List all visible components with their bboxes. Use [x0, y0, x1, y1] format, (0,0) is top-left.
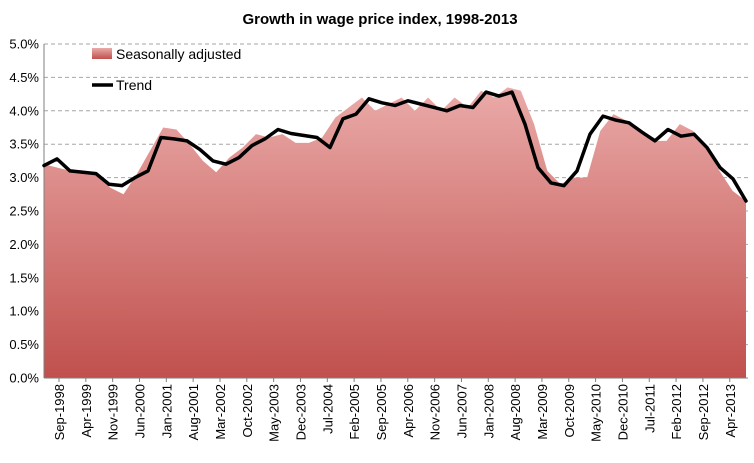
y-tick-label: 2.5%	[9, 204, 39, 219]
area-series-seasonally-adjusted	[44, 87, 746, 379]
x-tick-label: May-2003	[267, 384, 282, 442]
trend-line	[42, 90, 748, 203]
x-tick-label: Aug-2001	[186, 384, 201, 440]
axes	[43, 44, 748, 382]
y-tick-label: 3.0%	[9, 170, 39, 185]
legend-label-trend: Trend	[116, 77, 152, 93]
x-tick-label: Mar-2002	[213, 384, 228, 440]
y-tick-label: 5.0%	[9, 37, 39, 52]
x-tick-label: Jun-2000	[132, 384, 147, 438]
x-tick-label: Oct-2009	[562, 384, 577, 437]
y-tick-label: 0.5%	[9, 337, 39, 352]
y-tick-labels: 0.0% 0.5% 1.0% 1.5% 2.0% 2.5% 3.0% 3.5% 4.0% 4.5%…	[9, 37, 39, 386]
y-tick-label: 1.5%	[9, 270, 39, 285]
x-tick-label: Jan-2008	[481, 384, 496, 438]
x-tick-label: Jan-2001	[159, 384, 174, 438]
x-tick-label: Oct-2002	[240, 384, 255, 437]
line-series-trend	[42, 90, 748, 203]
x-tick-label: Aug-2008	[508, 384, 523, 440]
x-tick-labels: Sep-1998 Apr-1999 Nov-1999 Jun-2000 Jan-2001…	[52, 384, 738, 442]
x-tick-label: Jun-2007	[454, 384, 469, 438]
x-tick-label: Apr-2013	[723, 384, 738, 437]
x-tick-label: Apr-1999	[79, 384, 94, 437]
seasonally-adjusted-area	[44, 87, 746, 379]
legend-swatch-seasonally-adjusted	[92, 48, 112, 59]
x-tick-label: Nov-1999	[106, 384, 121, 440]
y-tick-label: 3.5%	[9, 137, 39, 152]
x-tick-label: Sep-2005	[374, 384, 389, 440]
legend-label-seasonally-adjusted: Seasonally adjusted	[116, 46, 241, 62]
x-tick-label: Mar-2009	[535, 384, 550, 440]
y-tick-label: 0.0%	[9, 371, 39, 386]
x-tick-label: Feb-2012	[669, 384, 684, 440]
x-tick-label: Nov-2006	[428, 384, 443, 440]
x-tick-label: May-2010	[589, 384, 604, 442]
y-tick-label: 1.0%	[9, 304, 39, 319]
y-tick-label: 4.0%	[9, 103, 39, 118]
x-tick-label: Apr-2006	[401, 384, 416, 437]
x-tick-label: Sep-2012	[696, 384, 711, 440]
x-tick-label: Jul-2004	[320, 384, 335, 434]
x-tick-label: Feb-2005	[347, 384, 362, 440]
y-tick-label: 4.5%	[9, 70, 39, 85]
x-tick-label: Sep-1998	[52, 384, 67, 440]
x-tick-label: Dec-2003	[293, 384, 308, 440]
legend: Seasonally adjusted Trend	[92, 46, 241, 93]
chart-title: Growth in wage price index, 1998-2013	[242, 11, 517, 28]
x-tick-label: Dec-2010	[615, 384, 630, 440]
y-tick-label: 2.0%	[9, 237, 39, 252]
x-tick-label: Jul-2011	[642, 384, 657, 433]
